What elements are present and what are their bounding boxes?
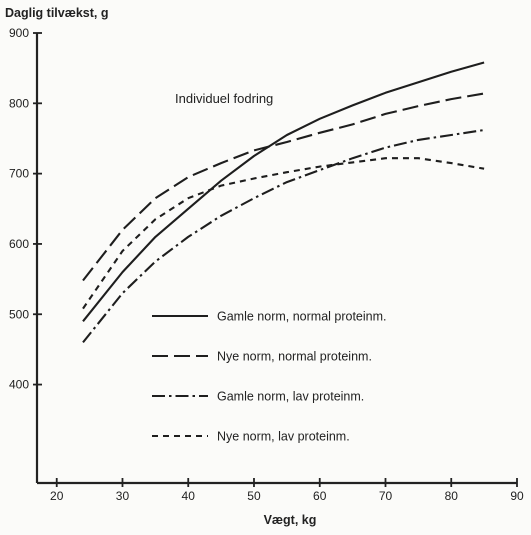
y-axis-label: Daglig tilvækst, g: [5, 6, 109, 20]
legend-label-2: Nye norm, normal proteinm.: [217, 350, 372, 364]
x-tick-label: 20: [50, 489, 64, 503]
legend-label-1: Gamle norm, normal proteinm.: [217, 310, 387, 324]
x-tick-label: 90: [510, 489, 524, 503]
legend-label-4: Nye norm, lav proteinm.: [217, 430, 350, 444]
x-axis-label: Vægt, kg: [264, 513, 317, 527]
x-tick-label: 70: [379, 489, 393, 503]
series-line-3: [82, 128, 485, 344]
y-tick-label: 900: [9, 26, 29, 40]
y-tick-label: 400: [9, 378, 29, 392]
y-tick-label: 700: [9, 167, 29, 181]
axes: 400 500 600 700 800 900 20 30 40 50 60 70 80 90: [9, 26, 524, 503]
legend: Gamle norm, normal proteinm. Nye norm, no…: [152, 310, 387, 444]
x-tick-label: 60: [313, 489, 327, 503]
series-line-4: [82, 157, 485, 310]
series-line-1: [82, 61, 485, 322]
x-tick-label: 40: [182, 489, 196, 503]
x-tick-label: 30: [116, 489, 130, 503]
y-tick-label: 800: [9, 96, 29, 110]
y-tick-label: 500: [9, 307, 29, 321]
chart-annotation: Individuel fodring: [175, 91, 273, 106]
series-line-2: [82, 92, 485, 282]
x-tick-label: 50: [247, 489, 261, 503]
series-layer: [82, 61, 485, 344]
x-tick-label: 80: [445, 489, 459, 503]
legend-label-3: Gamle norm, lav proteinm.: [217, 390, 364, 404]
y-tick-label: 600: [9, 237, 29, 251]
